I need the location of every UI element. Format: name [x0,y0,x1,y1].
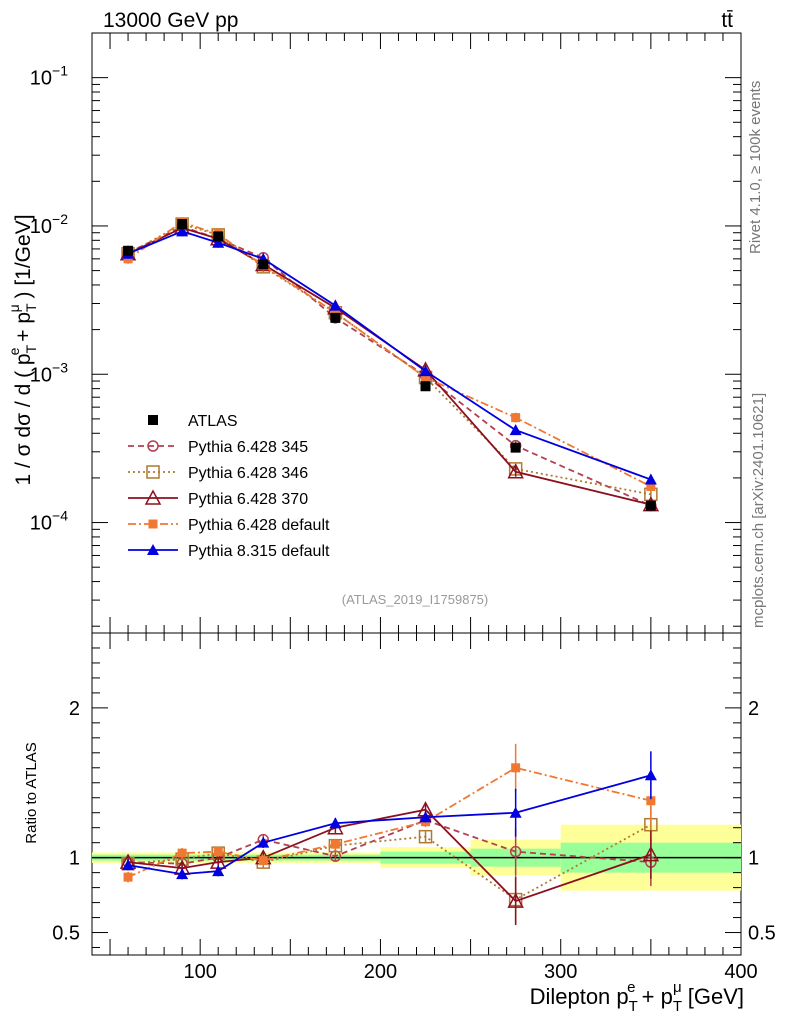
legend-marker [147,544,159,555]
ratio-axis-ticks: 100 200 300 400 0.5 0.5 1 1 2 2 [52,633,776,983]
main-point-pythia-8-315-default [212,236,225,248]
ratio-point-pythia-6-428-default [330,839,340,849]
main-point-atlas [213,231,224,242]
xtick-label-1: 200 [364,961,397,983]
ratio-line-pythia-6-428-default [127,766,652,878]
ratio-point-pythia-6-428-default [177,848,187,858]
ratio-ytick-label-left-2: 2 [69,698,80,720]
main-series-group [119,217,660,512]
legend-marker [148,415,158,425]
ratio-point-pythia-6-428-346 [418,829,433,844]
main-point-atlas [123,245,134,256]
legend-marker [144,489,162,505]
main-ytick-label-0: 10−1 [30,63,68,90]
ratio-point-pythia-6-428-default [258,856,268,866]
main-line-pythia-6-428-345 [127,225,652,507]
rivet-version-label: Rivet 4.1.0, ≥ 100k events [747,81,764,254]
main-line-pythia-8-315-default [127,230,652,481]
main-point-pythia-6-428-default [511,413,521,423]
ratio-point-pythia-8-315-default [644,769,657,781]
legend-label-1: Pythia 6.428 345 [188,439,308,456]
process-label: tt̄ [721,9,733,32]
main-point-pythia-8-315-default [329,299,342,311]
legend-label-0: ATLAS [188,413,238,430]
ratio-line-pythia-6-428-370 [127,808,652,903]
x-axis-title: Dilepton pTe + pTμ [GeV] [530,979,744,1015]
legend-label-2: Pythia 6.428 346 [188,465,308,482]
xtick-label-2: 300 [544,961,577,983]
main-y-axis-title: 1 / σ dσ / d ( pTe + pTμ ) [1/GeV] [6,214,39,485]
svg-text:1 / σ dσ / d ( pTe + pTμ ) [1: 1 / σ dσ / d ( pTe + pTμ ) [1/GeV] [6,214,39,485]
main-point-pythia-8-315-default [644,473,657,485]
main-point-atlas [177,219,188,230]
legend-marker [146,465,160,479]
ratio-point-pythia-8-315-default [329,817,342,829]
ratio-plot-frame [91,632,742,956]
energy-label: 13000 GeV pp [103,9,238,32]
legend-label-4: Pythia 6.428 default [188,517,330,534]
ratio-point-pythia-8-315-default [257,836,270,848]
legend-label-5: Pythia 8.315 default [188,543,330,560]
main-point-pythia-6-428-default [330,308,340,318]
ratio-series-group [119,743,660,926]
ratio-point-pythia-6-428-default [123,872,133,882]
main-point-atlas [330,312,341,323]
ratio-point-pythia-8-315-default [176,868,189,880]
ratio-point-pythia-6-428-default [213,847,223,857]
xtick-label-0: 100 [183,961,216,983]
main-point-pythia-6-428-default [421,373,431,383]
main-point-pythia-8-315-default [176,225,189,237]
legend-label-3: Pythia 6.428 370 [188,491,308,508]
main-point-pythia-8-315-default [419,365,432,377]
ratio-point-pythia-6-428-default [511,763,521,773]
main-point-atlas [258,259,269,270]
main-ytick-label-3: 10−4 [30,508,68,535]
main-ytick-label-1: 10−2 [30,211,68,238]
main-point-pythia-6-428-default [646,482,656,492]
ratio-point-pythia-6-428-default [646,796,656,806]
ratio-point-pythia-8-315-default [509,806,522,818]
ratio-point-pythia-8-315-default [122,859,135,871]
main-point-atlas [510,442,521,453]
main-point-pythia-6-428-default [123,254,133,264]
main-ytick-label-2: 10−3 [30,359,68,386]
ratio-y-axis-title: Ratio to ATLAS [23,742,40,843]
ratio-line-pythia-8-315-default [127,774,652,876]
ratio-ytick-label-right-0: 0.5 [748,923,776,945]
legend: ATLAS Pythia 6.428 345 Pythia 6.428 346 Pyt… [128,413,330,560]
ratio-point-pythia-6-428-370 [507,892,524,908]
ratio-ytick-label-left-0: 0.5 [52,923,80,945]
main-axis-ticks: 10−1 10−2 10−3 10−4 [30,32,742,633]
ratio-point-pythia-8-315-default [212,865,225,877]
main-line-pythia-6-428-370 [127,226,652,506]
main-point-atlas [420,381,431,392]
ratio-point-pythia-6-428-370 [642,846,660,862]
xtick-label-3: 400 [724,961,757,983]
ratio-point-pythia-8-315-default [419,811,432,823]
main-line-pythia-6-428-default [127,221,652,488]
main-point-atlas [645,500,656,511]
ratio-point-pythia-6-428-345 [509,845,522,858]
main-point-pythia-8-315-default [509,424,522,436]
legend-marker [147,440,159,452]
ratio-ytick-label-right-1: 1 [748,848,759,870]
main-point-pythia-6-428-370 [507,463,524,479]
analysis-watermark: (ATLAS_2019_I1759875) [342,592,488,607]
legend-marker [148,519,158,529]
ratio-ytick-label-right-2: 2 [748,698,759,720]
mcplots-label: mcplots.cern.ch [arXiv:2401.10621] [750,393,767,628]
ratio-ytick-label-left-1: 1 [69,848,80,870]
